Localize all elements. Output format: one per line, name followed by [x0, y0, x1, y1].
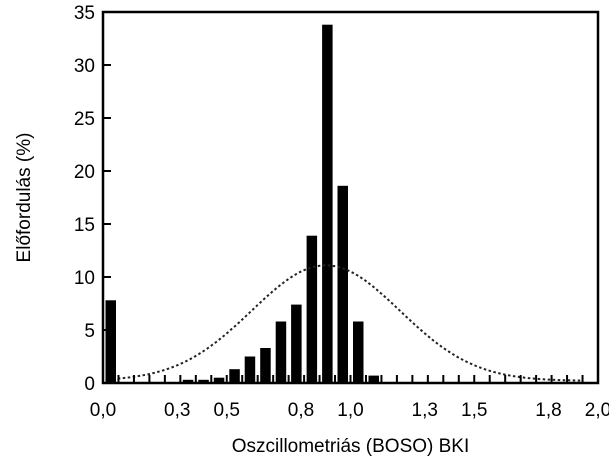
x-tick-label: 0,5 [214, 400, 240, 421]
bar [105, 300, 116, 383]
y-tick-label: 20 [74, 162, 95, 183]
y-axis: 0 5 10 15 20 25 30 35 [74, 3, 111, 395]
bar [244, 356, 256, 383]
y-tick-label: 15 [74, 215, 95, 236]
x-tick-label: 2,0 [585, 400, 609, 421]
bar [353, 321, 364, 383]
x-tick-label: 1,5 [461, 400, 487, 421]
bars [105, 24, 379, 383]
bar [337, 185, 348, 383]
bar [291, 304, 302, 383]
y-tick-label: 35 [74, 3, 95, 24]
x-tick-label: 0,8 [288, 400, 314, 421]
bar [306, 235, 318, 383]
bar [182, 379, 194, 383]
y-tick-label: 0 [84, 374, 95, 395]
bar [275, 321, 287, 383]
normal-distribution-curve [117, 264, 584, 382]
y-axis-label: Előfordulás (%) [14, 133, 35, 263]
x-axis-label: Oszcillometriás (BOSO) BKI [232, 436, 470, 457]
x-axis: 0,0 0,3 0,5 0,8 1,0 1,3 1,5 1,8 2,0 [90, 375, 609, 421]
y-tick-label: 5 [84, 321, 95, 342]
x-tick-label: 0,0 [90, 400, 116, 421]
y-tick-label: 10 [74, 268, 95, 289]
x-tick-label: 0,3 [164, 400, 190, 421]
bar [213, 377, 225, 383]
y-tick-label: 25 [74, 109, 95, 130]
x-tick-label: 1,0 [337, 400, 363, 421]
x-tick-label: 1,3 [412, 400, 438, 421]
bar [368, 375, 379, 383]
bar [260, 348, 271, 383]
x-tick-label: 1,8 [535, 400, 561, 421]
bar [229, 369, 240, 383]
plot-frame [101, 10, 600, 385]
bar [198, 379, 209, 383]
bar [322, 24, 333, 383]
y-tick-label: 30 [74, 56, 95, 77]
